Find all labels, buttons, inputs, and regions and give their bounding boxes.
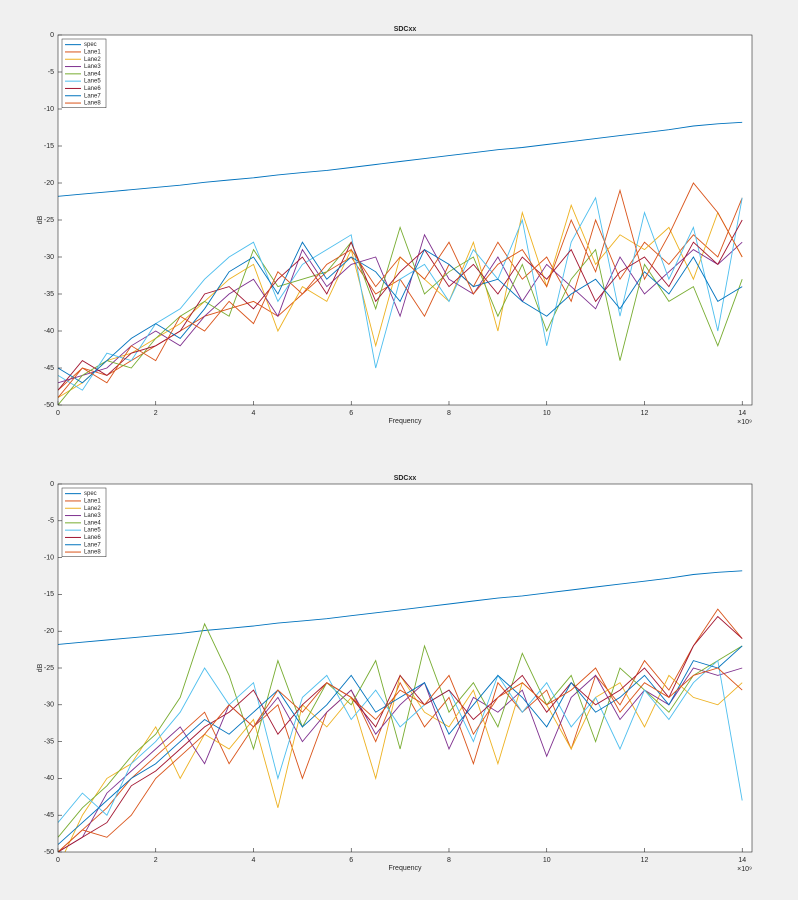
y-tick-label: -10 bbox=[44, 106, 54, 113]
y-tick-label: -35 bbox=[44, 738, 54, 745]
chart-title: SDCxx bbox=[394, 26, 417, 33]
series-line bbox=[58, 659, 743, 823]
x-tick-label: 0 bbox=[56, 410, 60, 417]
y-tick-label: -25 bbox=[44, 665, 54, 672]
legend-label: Lane2 bbox=[84, 57, 101, 63]
y-tick-label: -5 bbox=[48, 518, 54, 525]
legend-label: Lane8 bbox=[84, 550, 101, 556]
x-axis-label: Frequency bbox=[388, 418, 422, 425]
series-line bbox=[58, 219, 743, 391]
legend-label: Lane6 bbox=[84, 86, 101, 92]
series-line bbox=[58, 121, 743, 197]
legend-label: spec bbox=[84, 42, 97, 48]
y-tick-label: -45 bbox=[44, 812, 54, 819]
x-tick-label: 8 bbox=[447, 410, 451, 417]
x-tick-label: 0 bbox=[56, 857, 60, 864]
series-line bbox=[58, 667, 743, 852]
legend-label: Lane5 bbox=[84, 528, 101, 534]
y-tick-label: -10 bbox=[44, 554, 54, 561]
legend-label: Lane4 bbox=[84, 520, 101, 526]
y-tick-label: -45 bbox=[44, 365, 54, 372]
x-tick-label: 12 bbox=[641, 410, 649, 417]
legend-label: Lane1 bbox=[84, 499, 101, 505]
chart-title: SDCxx bbox=[394, 475, 417, 482]
lines bbox=[58, 570, 743, 852]
y-tick-label: -30 bbox=[44, 254, 54, 261]
legend-label: Lane4 bbox=[84, 71, 101, 77]
y-tick-label: -50 bbox=[44, 849, 54, 856]
y-tick-label: -35 bbox=[44, 291, 54, 298]
series-line bbox=[58, 667, 743, 852]
axes: 0 2 4 6 8 10 12 14 0 -5 -10 -15 -20 -25 -30 -35 -40 -45 -5… bbox=[37, 475, 753, 873]
plot-area bbox=[58, 35, 752, 405]
legend-label: Lane1 bbox=[84, 50, 101, 56]
y-axis-label: dB bbox=[37, 663, 44, 672]
legend-label: Lane6 bbox=[84, 535, 101, 541]
series-line bbox=[58, 622, 743, 838]
x-tick-label: 12 bbox=[641, 857, 649, 864]
y-tick-label: -5 bbox=[48, 69, 54, 76]
legend-label: Lane3 bbox=[84, 64, 101, 70]
legend-label: Lane7 bbox=[84, 542, 101, 548]
x-scale-label: ×10⁹ bbox=[737, 866, 752, 873]
y-tick-label: -15 bbox=[44, 143, 54, 150]
axes: 0 2 4 6 8 10 12 14 0 -5 -10 -15 -20 -25 -30 -35 -40 -45 -5… bbox=[37, 26, 753, 426]
series-line bbox=[58, 196, 743, 391]
lines bbox=[58, 121, 743, 405]
legend-label: spec bbox=[84, 491, 97, 497]
y-tick-label: -30 bbox=[44, 702, 54, 709]
y-tick-label: -40 bbox=[44, 328, 54, 335]
plot-area bbox=[58, 484, 752, 852]
legend-label: Lane8 bbox=[84, 101, 101, 107]
y-tick-label: -40 bbox=[44, 775, 54, 782]
x-tick-label: 2 bbox=[154, 410, 158, 417]
y-tick-label: -20 bbox=[44, 180, 54, 187]
x-tick-label: 4 bbox=[252, 857, 256, 864]
x-tick-label: 10 bbox=[543, 857, 551, 864]
y-axis-label: dB bbox=[37, 215, 44, 224]
x-tick-label: 14 bbox=[738, 410, 746, 417]
x-tick-label: 6 bbox=[349, 857, 353, 864]
series-line bbox=[58, 182, 743, 398]
series-line bbox=[58, 615, 743, 852]
legend-label: Lane5 bbox=[84, 79, 101, 85]
y-tick-label: -25 bbox=[44, 217, 54, 224]
x-axis-label: Frequency bbox=[388, 865, 422, 872]
y-tick-label: -15 bbox=[44, 591, 54, 598]
y-tick-label: 0 bbox=[50, 32, 54, 39]
x-scale-label: ×10⁹ bbox=[737, 419, 752, 426]
x-tick-label: 2 bbox=[154, 857, 158, 864]
series-line bbox=[58, 570, 743, 645]
y-tick-label: -20 bbox=[44, 628, 54, 635]
legend-label: Lane3 bbox=[84, 513, 101, 519]
x-tick-label: 6 bbox=[349, 410, 353, 417]
x-tick-label: 8 bbox=[447, 857, 451, 864]
y-tick-label: -50 bbox=[44, 402, 54, 409]
x-tick-label: 10 bbox=[543, 410, 551, 417]
legend-label: Lane7 bbox=[84, 93, 101, 99]
series-line bbox=[58, 645, 743, 845]
series-line bbox=[58, 241, 743, 384]
x-tick-label: 4 bbox=[252, 410, 256, 417]
legend-label: Lane2 bbox=[84, 506, 101, 512]
y-tick-label: 0 bbox=[50, 481, 54, 488]
x-tick-label: 14 bbox=[738, 857, 746, 864]
series-line bbox=[58, 225, 743, 405]
series-line bbox=[58, 233, 743, 384]
